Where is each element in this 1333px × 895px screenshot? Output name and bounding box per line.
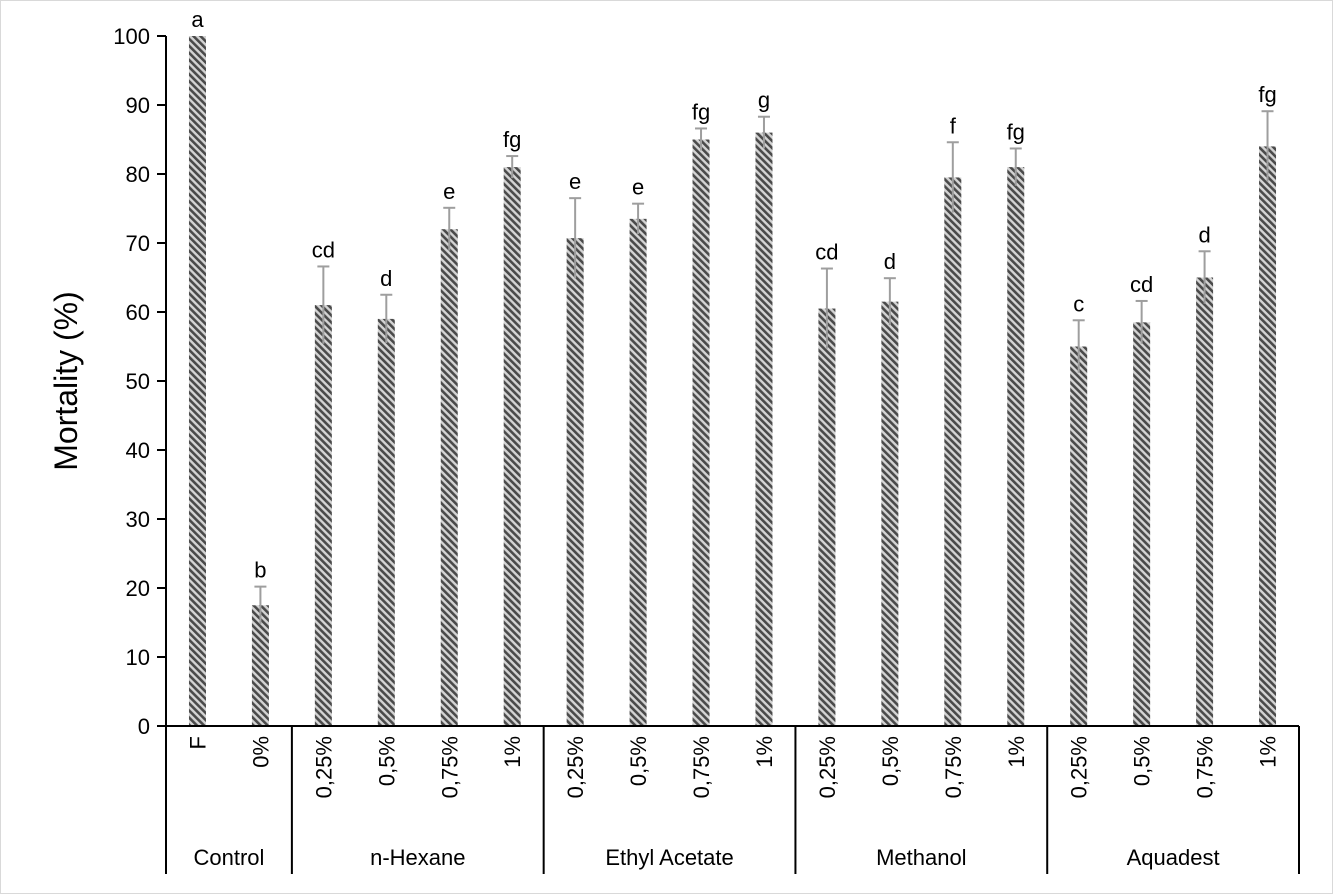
bars: a b cd d e fg e e fg g cd d f fg c cd d fg [188,7,1277,727]
bar [692,139,710,726]
bar [1259,146,1277,726]
bar [1196,277,1214,726]
significance-label: fg [503,127,521,152]
y-axis-label: Mortality (%) [48,291,84,471]
bar [566,238,584,727]
significance-label: f [950,113,957,138]
y-tick-label: 30 [126,507,150,532]
significance-label: a [191,7,204,32]
group-label: n-Hexane [370,845,465,870]
bar [251,605,269,726]
y-tick-label: 40 [126,438,150,463]
significance-label: e [632,175,644,200]
group-label: Control [193,845,264,870]
y-tick-label: 100 [113,24,150,49]
x-category-label: 0,75% [1193,736,1218,798]
significance-label: e [569,169,581,194]
significance-label: cd [1130,272,1153,297]
bar [188,36,206,726]
significance-label: e [443,179,455,204]
bar [1133,322,1151,726]
group-label: Ethyl Acetate [605,845,733,870]
significance-label: c [1073,291,1084,316]
group-label: Aquadest [1127,845,1220,870]
significance-label: cd [815,240,838,265]
significance-label: d [1198,222,1210,247]
y-tick-label: 50 [126,369,150,394]
x-category-label: 0,5% [374,736,399,786]
x-category-label: 0,75% [689,736,714,798]
x-category-label: 0,25% [311,736,336,798]
significance-label: fg [1258,82,1276,107]
y-tick-label: 60 [126,300,150,325]
bar [314,305,332,726]
bar [881,301,899,726]
x-category-label: 0,5% [1130,736,1155,786]
y-tick-label: 0 [138,714,150,739]
bar [377,318,395,726]
y-tick-label: 10 [126,645,150,670]
x-category-label: 1% [1004,736,1029,768]
significance-label: fg [1007,119,1025,144]
significance-label: b [254,558,266,583]
significance-label: fg [692,99,710,124]
x-category-label: 0,25% [563,736,588,798]
significance-label: cd [312,237,335,262]
x-category-label: 1% [500,736,525,768]
x-category-label: 0,5% [626,736,651,786]
x-category-label: 0,25% [815,736,840,798]
group-label: Methanol [876,845,967,870]
significance-label: d [884,249,896,274]
bar [1070,346,1088,726]
x-category-label: 0,25% [1067,736,1092,798]
bar [1007,167,1025,727]
bar [503,167,521,727]
y-axis-ticks: 0 10 20 30 40 50 60 70 80 90 100 [113,24,167,739]
y-tick-label: 20 [126,576,150,601]
bar [818,308,836,726]
y-tick-label: 70 [126,231,150,256]
x-axis: F 0% 0,25% 0,5% 0,75% 1% 0,25% 0,5% 0,75% 1% 0,25%… [165,725,1300,874]
significance-label: g [758,88,770,113]
significance-label: d [380,266,392,291]
bar [944,177,962,726]
y-tick-label: 80 [126,162,150,187]
x-category-label: 0,75% [941,736,966,798]
bar [629,218,647,726]
bar [440,229,458,726]
x-category-label: F [185,736,210,749]
x-category-label: 0% [248,736,273,768]
x-category-label: 0,5% [878,736,903,786]
bar [755,132,773,727]
y-tick-label: 90 [126,93,150,118]
x-category-label: 1% [752,736,777,768]
x-category-label: 0,75% [437,736,462,798]
x-category-label: 1% [1256,736,1281,768]
